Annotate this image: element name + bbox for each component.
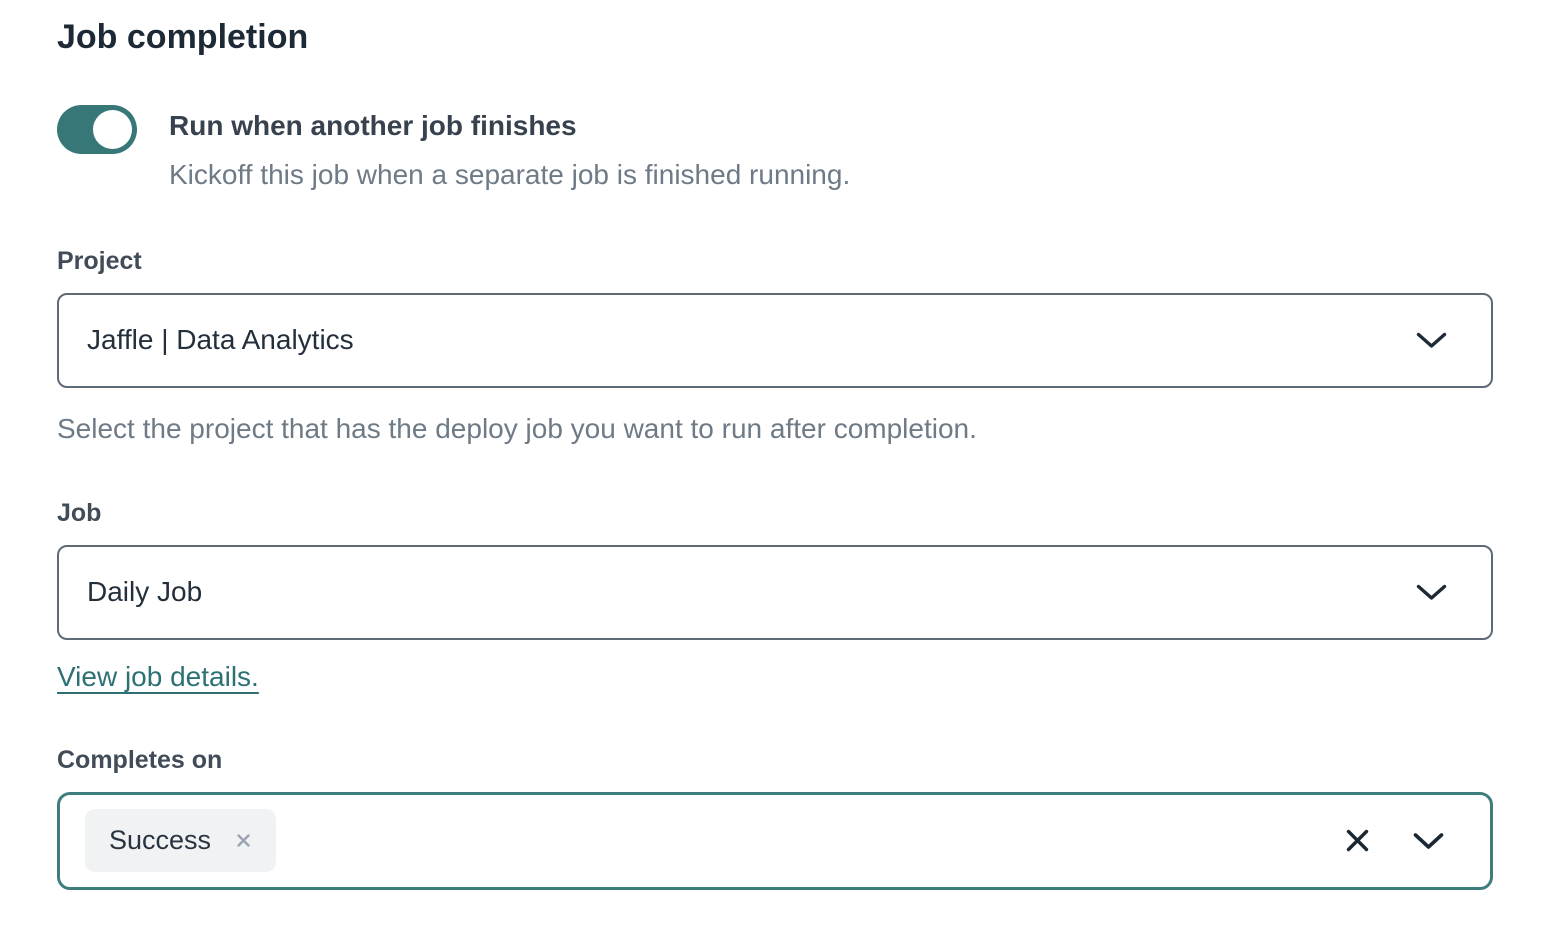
run-when-toggle-row: Run when another job finishes Kickoff th… bbox=[57, 104, 1493, 194]
tag-remove-icon[interactable] bbox=[235, 832, 252, 849]
toggle-description: Kickoff this job when a separate job is … bbox=[169, 158, 851, 190]
page-title: Job completion bbox=[57, 18, 309, 56]
toggle-label: Run when another job finishes bbox=[169, 109, 577, 141]
run-when-toggle[interactable] bbox=[57, 104, 137, 154]
tag-label: Success bbox=[109, 825, 212, 855]
toggle-text: Run when another job finishes Kickoff th… bbox=[169, 105, 850, 194]
job-label: Job bbox=[57, 498, 102, 527]
chevron-down-icon[interactable] bbox=[1413, 832, 1444, 850]
job-select-value: Daily Job bbox=[87, 576, 203, 607]
project-select[interactable]: Jaffle | Data Analytics bbox=[57, 292, 1493, 388]
job-select[interactable]: Daily Job bbox=[57, 544, 1493, 640]
job-field: Job Daily Job View job details. bbox=[57, 498, 1493, 693]
chevron-down-icon bbox=[1416, 332, 1447, 349]
completes-on-select[interactable]: Success bbox=[57, 791, 1493, 890]
multiselect-controls bbox=[1345, 828, 1444, 853]
project-field: Project Jaffle | Data Analytics Select t… bbox=[57, 246, 1493, 446]
toggle-knob bbox=[93, 109, 132, 149]
project-select-value: Jaffle | Data Analytics bbox=[87, 324, 354, 355]
selected-tag-success: Success bbox=[85, 809, 277, 872]
view-job-details-link[interactable]: View job details. bbox=[57, 660, 259, 692]
clear-all-icon[interactable] bbox=[1345, 828, 1370, 853]
completes-on-label: Completes on bbox=[57, 745, 223, 774]
project-helper-text: Select the project that has the deploy j… bbox=[57, 412, 977, 444]
job-completion-settings: Job completion Run when another job fini… bbox=[0, 16, 1564, 890]
completes-on-field: Completes on Success bbox=[57, 745, 1493, 890]
chevron-down-icon bbox=[1416, 584, 1447, 601]
project-label: Project bbox=[57, 246, 142, 275]
